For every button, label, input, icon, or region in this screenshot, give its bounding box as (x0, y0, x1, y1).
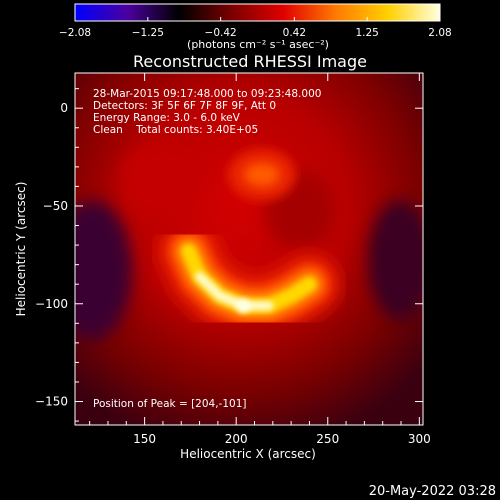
chart-title: Reconstructed RHESSI Image (133, 52, 367, 71)
y-tick-label: −100 (35, 297, 68, 311)
x-axis-ticks: 150 200 250 300 (89, 73, 431, 446)
upper-source-core (243, 162, 280, 187)
x-axis-label: Heliocentric X (arcsec) (180, 447, 316, 461)
colorbar-tick-label: 0.42 (283, 27, 306, 39)
footer-date: 20-May-2022 03:28 (369, 484, 496, 499)
x-tick-label: 200 (225, 432, 248, 446)
colorbar: −2.08 −1.25 −0.42 0.42 1.25 2.08 (photons cm⁻… (59, 3, 452, 51)
colorbar-ticks: −2.08 −1.25 −0.42 0.42 1.25 2.08 (59, 17, 452, 39)
x-tick-label: 300 (408, 432, 431, 446)
colorbar-unit-label: (photons cm⁻² s⁻¹ asec⁻²) (187, 38, 329, 51)
x-tick-label: 250 (316, 432, 339, 446)
y-axis-ticks: 0 −50 −100 −150 (35, 88, 423, 422)
colorbar-tick-label: −0.42 (205, 27, 237, 39)
annotation-clean: Clean Total counts: 3.40E+05 (93, 124, 258, 136)
y-tick-label: −50 (43, 199, 68, 213)
annotation-time: 28-Mar-2015 09:17:48.000 to 09:23:48.000 (93, 88, 321, 100)
arc-source-core (195, 271, 274, 311)
heatmap-image (75, 73, 423, 425)
colorbar-tick-label: −2.08 (59, 27, 91, 39)
colorbar-tick-label: 1.25 (355, 27, 378, 39)
colorbar-tick-label: −1.25 (132, 27, 164, 39)
colorbar-tick-label: 2.08 (428, 27, 451, 39)
colorbar-gradient (74, 3, 441, 22)
peak-hotspot (236, 298, 251, 313)
y-tick-label: −150 (35, 395, 68, 409)
y-tick-label: 0 (60, 101, 68, 115)
annotation-peak: Position of Peak = [204,-101] (93, 398, 247, 410)
x-tick-label: 150 (133, 432, 156, 446)
annotation-detectors: Detectors: 3F 5F 6F 7F 8F 9F, Att 0 (93, 100, 276, 112)
y-axis-label: Heliocentric Y (arcsec) (14, 182, 28, 317)
annotation-energy: Energy Range: 3.0 - 6.0 keV (93, 112, 241, 124)
plot-frame (74, 72, 424, 426)
